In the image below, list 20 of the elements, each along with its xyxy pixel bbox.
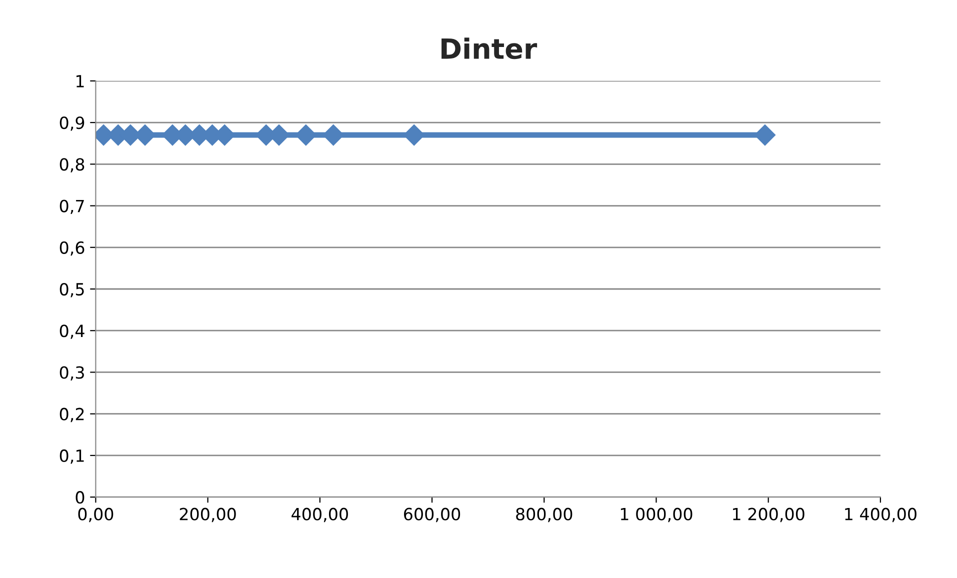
y-tick-label: 0,2 bbox=[60, 408, 84, 422]
y-tick-label: 0,3 bbox=[60, 366, 84, 380]
chart-title: Dinter bbox=[442, 38, 538, 60]
y-tick-label: 0,7 bbox=[60, 200, 84, 214]
y-tick-label: 1 bbox=[76, 75, 84, 88]
y-tick-label: 0,1 bbox=[60, 449, 84, 464]
y-tick-label: 0,5 bbox=[60, 282, 84, 298]
x-tick-label: 0,00 bbox=[78, 508, 114, 522]
x-tick-label: 800,00 bbox=[516, 508, 572, 522]
y-tick-label: 0,9 bbox=[60, 116, 84, 131]
y-tick-label: 0 bbox=[76, 491, 84, 504]
x-tick-label: 1 000,00 bbox=[620, 508, 692, 522]
x-tick-label: 1 200,00 bbox=[733, 508, 804, 522]
x-tick-label: 1 400,00 bbox=[845, 508, 916, 522]
x-tick-label: 600,00 bbox=[404, 508, 460, 522]
y-tick-label: 0,6 bbox=[60, 241, 84, 256]
y-tick-label: 0,4 bbox=[60, 324, 84, 339]
x-tick-label: 400,00 bbox=[292, 508, 348, 522]
y-tick-label: 0,8 bbox=[60, 158, 84, 172]
x-tick-label: 200,00 bbox=[180, 508, 236, 522]
